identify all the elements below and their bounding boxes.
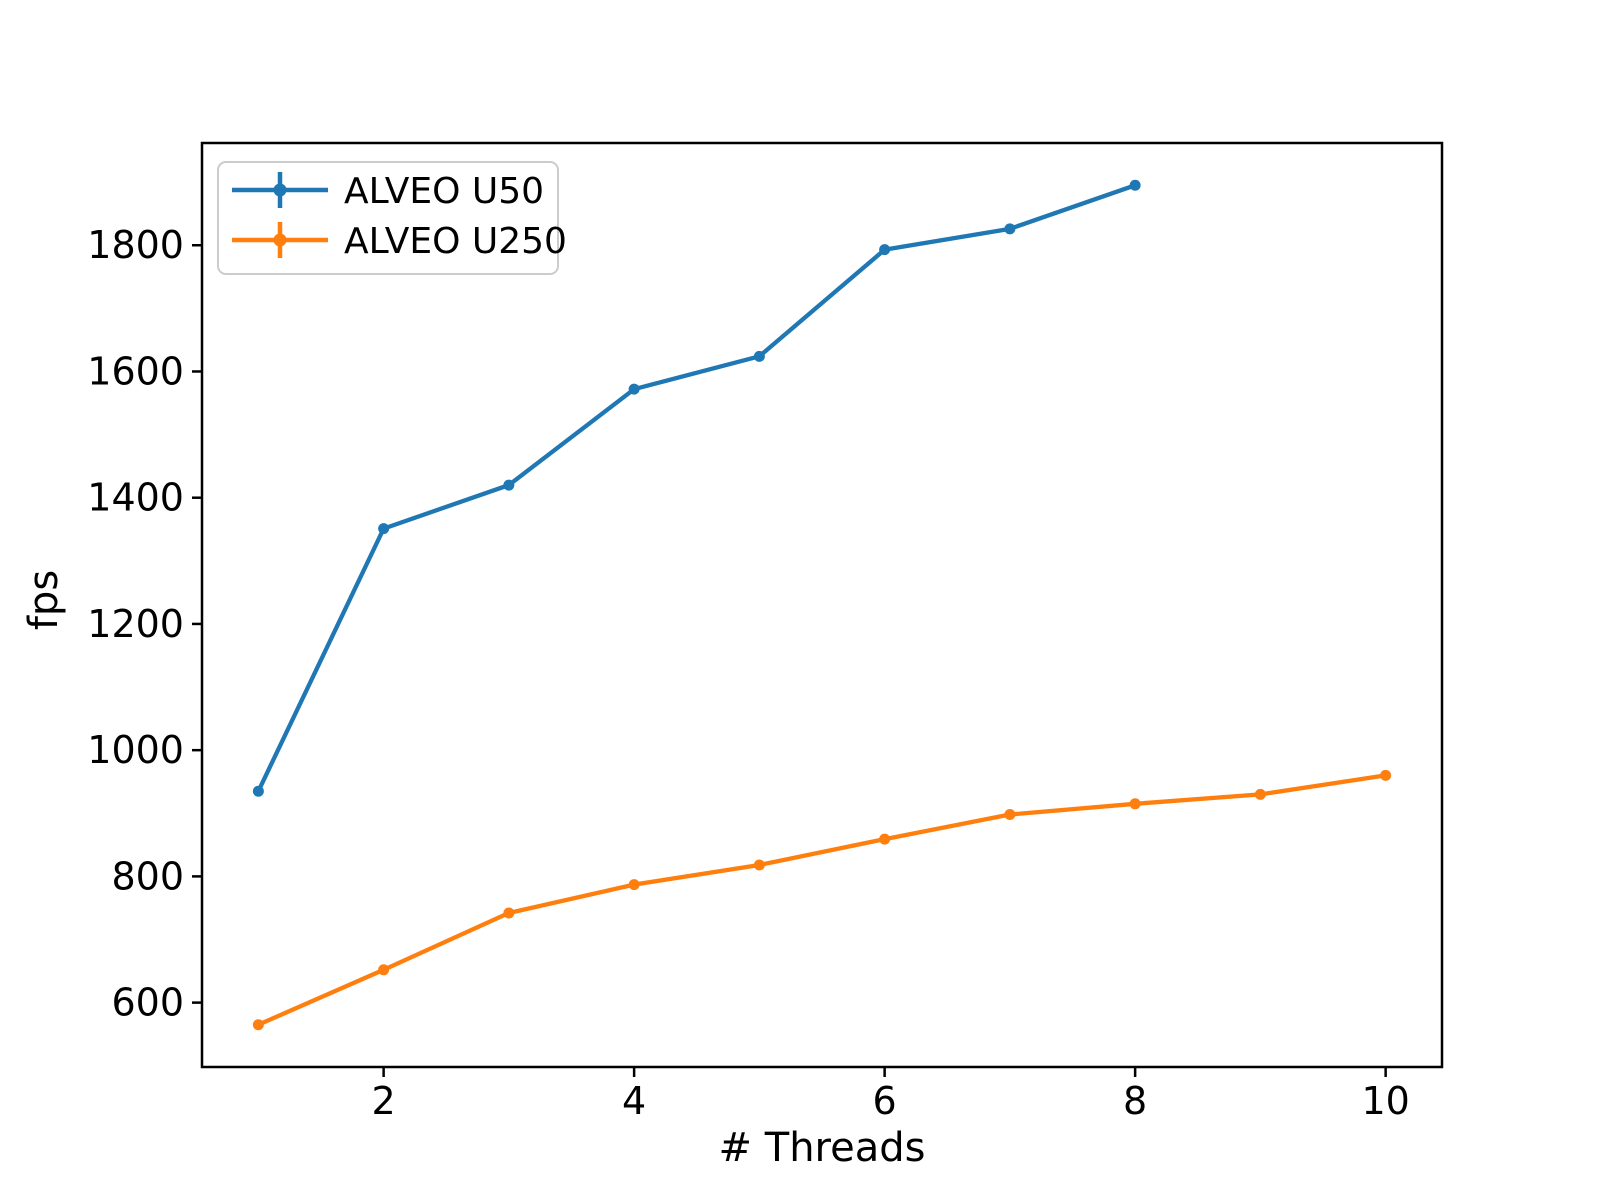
plot-background [202,143,1442,1067]
x-tick-label: 6 [873,1079,897,1123]
data-point-marker [1129,179,1141,191]
y-tick-label: 800 [111,854,184,898]
data-point-marker [628,879,640,891]
data-point-marker [1254,788,1266,800]
y-tick-label: 1000 [87,728,184,772]
x-tick-label: 8 [1123,1079,1147,1123]
legend-label-alveo-u50: ALVEO U50 [344,171,544,212]
series-alveo-u50 [252,179,1141,797]
legend-label-alveo-u250: ALVEO U250 [344,221,567,262]
x-axis-ticks: 2 4 6 8 10 [372,1067,1410,1123]
x-tick-label: 4 [622,1079,646,1123]
data-point-marker [378,964,390,976]
data-point-marker [503,479,515,491]
plot-area: 2 4 6 8 10 600 800 1000 1200 1400 1600 1800 [87,141,1444,1123]
series-alveo-u250 [252,769,1392,1031]
y-tick-label: 1200 [87,602,184,646]
series-line [256,183,1138,794]
data-point-marker [879,833,891,845]
axes-spines [200,141,1444,1069]
series-line [256,773,1388,1027]
legend-marker [273,233,287,247]
y-axis-ticks: 600 800 1000 1200 1400 1600 1800 [87,223,202,1025]
legend-handle-alveo-u50 [232,172,328,208]
data-point-marker [1004,809,1016,821]
data-point-marker [378,523,390,535]
legend: ALVEO U50 ALVEO U250 [217,161,567,275]
data-point-marker [252,1019,264,1031]
data-point-marker [628,383,640,395]
data-point-marker [1380,769,1392,781]
data-point-marker [252,785,264,797]
data-point-marker [753,350,765,362]
y-tick-label: 1400 [87,476,184,520]
series-layer [252,179,1392,1031]
data-point-marker [753,859,765,871]
legend-handle-alveo-u250 [232,222,328,258]
data-point-marker [503,907,515,919]
y-tick-label: 1600 [87,349,184,393]
x-tick-label: 2 [372,1079,396,1123]
data-point-marker [879,244,891,256]
y-tick-label: 600 [111,981,184,1025]
legend-marker [273,183,287,197]
data-point-marker [1004,223,1016,235]
data-point-marker [1129,798,1141,810]
y-tick-label: 1800 [87,223,184,267]
x-axis-label: # Threads [719,1125,926,1171]
x-tick-label: 10 [1361,1079,1409,1123]
y-axis-label: fps [21,570,67,630]
